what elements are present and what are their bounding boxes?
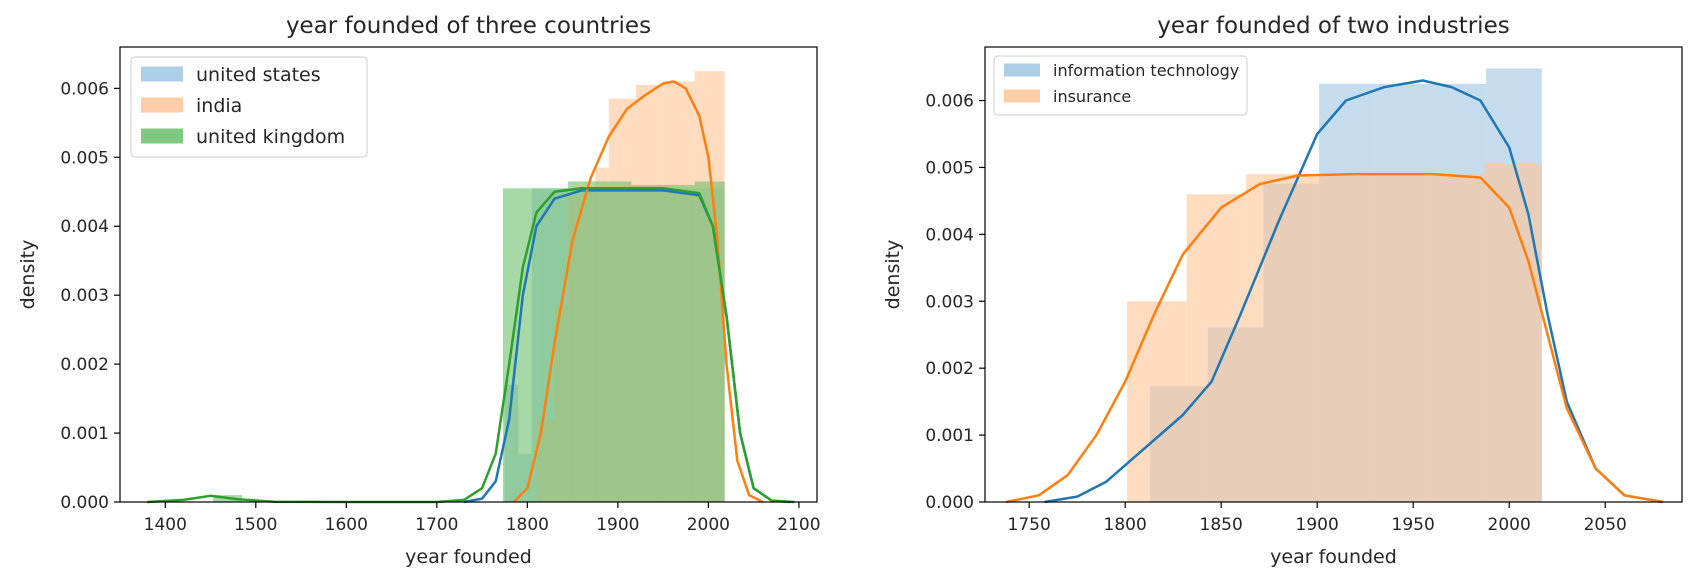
legend-label-india: india [196,95,242,117]
legend-label-information-technology: information technology [1053,61,1239,80]
legend-box [993,55,1248,116]
x-tick-label: 1800 [506,515,549,535]
chart-industries: year founded of two industries year foun… [882,13,1683,568]
hist-bar-united-kingdom-2 [536,188,569,503]
y-tick-label: 0.003 [925,292,974,312]
kde-line-insurance [1005,172,1664,504]
kde-lines [147,80,795,504]
x-tick-label: 2000 [1488,515,1531,535]
hist-bar-united-kingdom-5 [631,184,659,502]
legend: united states india united kingdom [130,56,368,158]
x-tick-label: 2000 [687,515,730,535]
axes: 1750 1800 1850 1900 1950 2000 2050 0.000 0.001 0.… [925,46,1683,535]
x-tick-label: 2050 [1584,515,1627,535]
kde-line-united-kingdom [147,187,795,504]
legend-swatch-united-kingdom [141,128,183,144]
y-tick-label: 0.005 [60,148,109,168]
y-tick-label: 0.004 [60,217,109,237]
x-tick-label: 1700 [415,515,458,535]
hist-bar-insurance-5 [1424,174,1485,502]
legend-label-united-kingdom: united kingdom [196,126,345,148]
hist-bar-united-kingdom-7 [694,181,725,502]
hist-bar-united-kingdom-6 [658,184,695,502]
y-tick-label: 0.000 [60,493,109,513]
hist-bar-united-kingdom-4 [599,181,632,502]
y-tick-label: 0.000 [925,493,974,513]
kde-line-information-technology [1044,79,1664,504]
hist-bar-united-kingdom-1 [502,188,537,503]
y-tick-label: 0.006 [925,92,974,112]
legend-swatch-united-states [141,66,183,82]
chart-countries: year founded of three countries year fou… [17,13,821,568]
x-axis-label: year founded [405,546,532,568]
kde-line-india [512,80,764,504]
hist-bar-insurance-2 [1246,174,1306,502]
legend-swatch-india [141,97,183,113]
hist-bar-insurance-4 [1365,174,1425,502]
chart-title: year founded of two industries [1157,13,1509,39]
x-axis-label: year founded [1270,546,1397,568]
x-tick-label: 1950 [1392,515,1435,535]
legend: information technology insurance [993,55,1248,116]
x-tick-label: 1800 [1104,515,1147,535]
y-axis-label: density [17,240,39,310]
y-tick-label: 0.002 [60,355,109,375]
axes: 1400 1500 1600 1700 1800 1900 2000 2100 0.000 0.0… [60,46,821,535]
axes-frame [984,46,1683,503]
y-tick-label: 0.005 [925,158,974,178]
x-tick-label: 2100 [777,515,820,535]
y-tick-label: 0.006 [60,79,109,99]
y-tick-label: 0.001 [60,424,109,444]
histogram-bars [1127,68,1542,503]
legend-label-united-states: united states [196,64,321,86]
axes-frame [119,46,818,503]
legend-swatch-insurance [1004,89,1040,103]
legend-box [130,56,368,158]
y-tick-label: 0.004 [925,225,974,245]
hist-bar-insurance-1 [1186,194,1247,503]
x-tick-label: 1400 [144,515,187,535]
y-tick-label: 0.003 [60,286,109,306]
y-tick-label: 0.001 [925,426,974,446]
legend-swatch-information-technology [1004,63,1040,77]
x-tick-label: 1850 [1200,515,1243,535]
hist-bar-insurance-3 [1305,174,1366,502]
histogram-bars [213,71,725,503]
hist-bar-insurance-0 [1127,301,1187,502]
x-tick-label: 1600 [325,515,368,535]
x-tick-label: 1750 [1008,515,1051,535]
y-axis-label: density [882,240,904,310]
y-tick-label: 0.002 [925,359,974,379]
kde-lines [1005,79,1664,504]
x-tick-label: 1900 [596,515,639,535]
chart-title: year founded of three countries [286,13,651,39]
hist-bar-united-kingdom-3 [568,181,600,502]
legend-label-insurance: insurance [1053,87,1131,106]
x-tick-label: 1900 [1296,515,1339,535]
x-tick-label: 1500 [234,515,277,535]
